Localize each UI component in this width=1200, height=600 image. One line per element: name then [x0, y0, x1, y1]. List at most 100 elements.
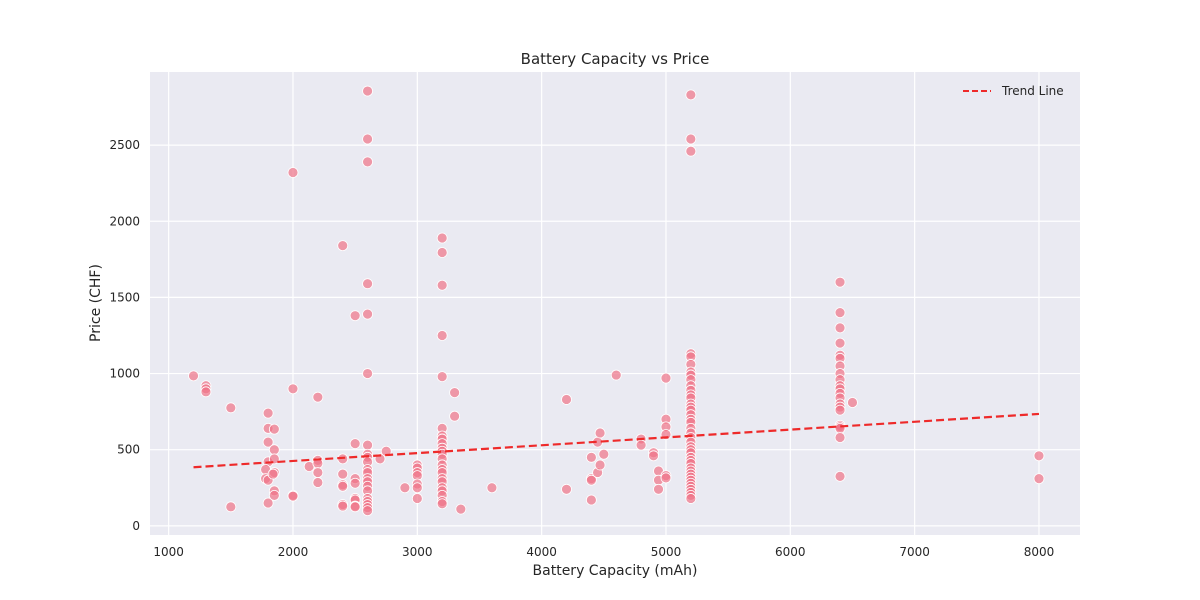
data-point [436, 330, 448, 341]
x-tick-label: 6000 [775, 545, 806, 559]
data-point [312, 467, 324, 478]
y-tick-label: 2500 [109, 138, 140, 152]
data-point [349, 501, 361, 513]
data-point [362, 368, 373, 379]
data-point [847, 397, 858, 408]
data-point [685, 89, 697, 101]
data-point [598, 448, 610, 460]
y-axis-label: Price (CHF) [88, 264, 104, 342]
data-point [660, 472, 672, 484]
legend: Trend Line [963, 84, 1064, 98]
data-point [262, 497, 274, 509]
data-point [834, 276, 846, 288]
data-point [834, 307, 846, 319]
x-tick-label: 5000 [651, 545, 682, 559]
data-point [268, 444, 280, 456]
data-point [287, 167, 299, 178]
data-point [312, 391, 324, 403]
data-point [660, 372, 672, 384]
data-point [225, 501, 237, 513]
data-point [337, 240, 349, 252]
data-point [312, 477, 324, 488]
data-point [337, 500, 349, 512]
data-point [200, 386, 212, 398]
y-tick-label: 0 [132, 519, 140, 533]
data-point [648, 450, 659, 462]
data-point [436, 498, 448, 510]
data-point [337, 480, 349, 492]
y-tick-label: 2000 [109, 214, 140, 228]
data-point [685, 133, 697, 145]
y-tick-label: 1500 [109, 290, 140, 304]
data-point [834, 432, 846, 443]
data-point [399, 482, 411, 494]
data-point [1033, 450, 1045, 462]
data-point [337, 468, 349, 480]
trend-line [193, 412, 1040, 469]
data-point [188, 370, 199, 382]
data-point [411, 482, 423, 494]
data-point [362, 85, 373, 97]
y-tick-labels: 0 500 1000 1500 2000 2500 [109, 138, 140, 533]
data-point [834, 322, 846, 334]
data-point [362, 308, 373, 320]
x-tick-label: 2000 [278, 545, 309, 559]
data-point [262, 407, 274, 419]
data-point [349, 310, 361, 322]
data-point [594, 427, 606, 439]
data-point [411, 493, 423, 504]
x-axis-label: Battery Capacity (mAh) [533, 563, 698, 579]
data-point [225, 402, 237, 414]
data-point [380, 445, 392, 457]
data-point [362, 156, 373, 168]
data-point [834, 470, 846, 482]
data-point [455, 503, 467, 515]
data-point [287, 490, 299, 502]
data-point [268, 490, 280, 501]
data-point [436, 247, 448, 258]
x-tick-labels: 1000 2000 3000 4000 5000 6000 7000 8000 [153, 545, 1054, 559]
grid-lines [150, 72, 1080, 535]
x-tick-label: 1000 [153, 545, 184, 559]
y-tick-label: 1000 [109, 367, 140, 381]
data-point [486, 482, 498, 494]
data-point [362, 505, 373, 517]
data-point [349, 477, 361, 489]
x-tick-label: 3000 [402, 545, 433, 559]
data-point [362, 439, 373, 451]
data-point [561, 483, 572, 495]
data-point [585, 451, 597, 463]
data-point [594, 459, 606, 471]
data-point [436, 232, 448, 244]
data-point [262, 436, 274, 448]
data-point [287, 383, 299, 395]
x-tick-label: 4000 [526, 545, 557, 559]
data-point [561, 394, 572, 405]
data-point [685, 493, 697, 504]
y-tick-label: 500 [117, 443, 140, 457]
data-point [610, 369, 622, 381]
data-point [685, 145, 697, 157]
chart-title: Battery Capacity vs Price [521, 50, 710, 68]
data-point [436, 279, 448, 291]
data-point [349, 438, 361, 450]
plot-background [150, 72, 1080, 535]
data-point [653, 483, 664, 495]
data-point [635, 439, 647, 451]
data-point [449, 387, 461, 398]
data-point [834, 422, 846, 434]
data-point [585, 494, 597, 506]
data-point [436, 371, 448, 383]
data-point [1033, 473, 1045, 485]
data-point [834, 404, 846, 416]
data-point [362, 278, 373, 290]
data-point [585, 474, 597, 486]
data-point [834, 337, 846, 349]
data-point [362, 133, 373, 145]
x-tick-label: 7000 [899, 545, 930, 559]
legend-trend-label: Trend Line [1001, 84, 1064, 98]
x-tick-label: 8000 [1024, 545, 1055, 559]
data-point [449, 410, 461, 422]
data-point [268, 423, 280, 435]
